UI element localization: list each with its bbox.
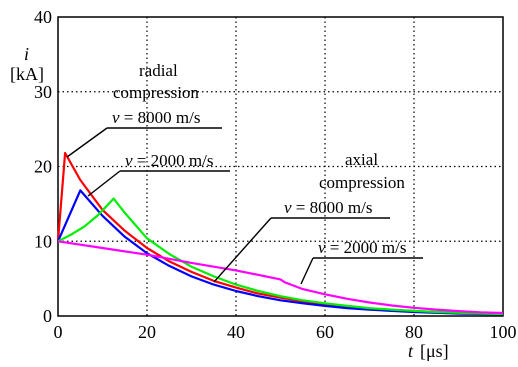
annotation-v-var: v: [318, 238, 326, 257]
y-tick-label: 10: [34, 231, 52, 251]
annotation-v-var: v: [112, 108, 120, 127]
x-axis-var: t: [408, 341, 414, 361]
series-line-4: [57, 240, 504, 315]
y-tick-label: 20: [34, 157, 52, 177]
annotation-v-value: = 8000 m/s: [120, 108, 201, 127]
annotation-radial: radial: [139, 61, 178, 80]
x-tick-label: 60: [316, 322, 334, 342]
series-group: [56, 151, 504, 316]
y-tick-labels: 0 10 20 30 40: [34, 7, 52, 326]
annotation-v-var: v: [125, 151, 133, 170]
annotation-v-value: = 2000 m/s: [133, 151, 214, 170]
leader-radial-v8000: [66, 127, 108, 158]
annotation-v-var: v: [284, 198, 292, 217]
series-line-1: [56, 151, 504, 316]
annotation-axial: axial: [345, 150, 378, 169]
annotation-radial-v2000: v = 2000 m/s: [125, 151, 213, 170]
leader-axial-v2000: [300, 257, 314, 285]
y-tick-label: 40: [34, 7, 52, 27]
leader-axial-v8000: [213, 217, 272, 283]
annotation-axial-v2000: v = 2000 m/s: [318, 238, 406, 257]
y-tick-label: 30: [34, 82, 52, 102]
y-axis-var: i: [24, 44, 29, 64]
annotation-radial-v8000: v = 8000 m/s: [112, 108, 200, 127]
grid: [58, 17, 503, 316]
x-tick-label: 40: [227, 322, 245, 342]
y-axis-unit: [kA]: [10, 64, 44, 84]
x-tick-labels: 0 20 40 60 80 100: [54, 322, 517, 342]
annotation-axial-compression: compression: [319, 173, 405, 192]
x-tick-label: 20: [138, 322, 156, 342]
series-line-3: [57, 197, 504, 316]
leader-radial-v2000: [87, 170, 121, 197]
x-tick-label: 0: [54, 322, 63, 342]
annotation-axial-v8000: v = 8000 m/s: [284, 198, 372, 217]
x-axis-unit: [μs]: [420, 341, 449, 361]
y-tick-label: 0: [43, 306, 52, 326]
annotation-v-value: = 8000 m/s: [292, 198, 373, 217]
x-tick-label: 100: [490, 322, 517, 342]
x-tick-label: 80: [405, 322, 423, 342]
annotation-radial-compression: compression: [113, 83, 199, 102]
annotation-v-value: = 2000 m/s: [326, 238, 407, 257]
